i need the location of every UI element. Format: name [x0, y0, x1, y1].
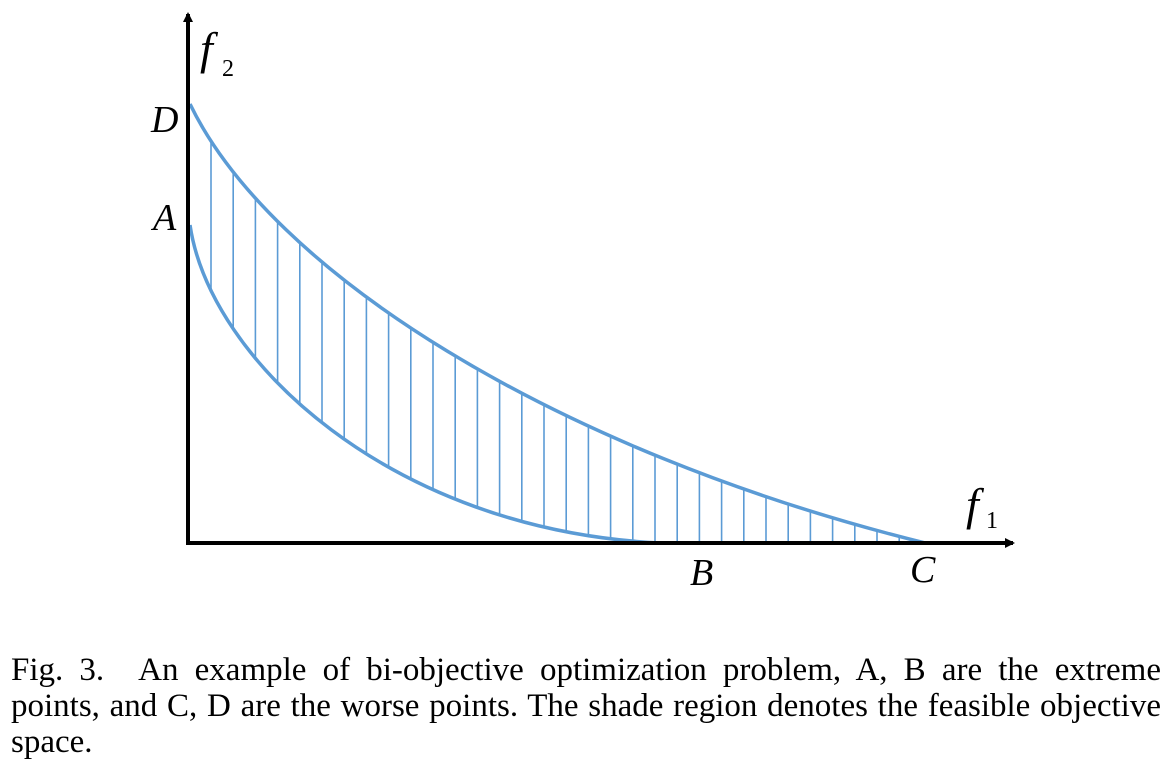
y-axis-subscript: 2: [222, 56, 234, 82]
x-axis-label: f: [966, 479, 985, 530]
y-axis-label: f: [200, 23, 219, 74]
caption-text: An example of bi-objective optimization …: [11, 652, 1161, 760]
figure-caption: Fig. 3. An example of bi-objective optimi…: [11, 652, 1161, 760]
worse-boundary-curve-dc: [188, 103, 926, 545]
point-label-c: C: [910, 549, 936, 591]
pareto-front-curve-ab: [188, 224, 661, 545]
x-axis-subscript: 1: [986, 508, 998, 534]
point-label-a: A: [150, 197, 177, 239]
bi-objective-diagram: f 2 f 1 D A B C: [150, 12, 1015, 594]
point-label-b: B: [690, 552, 713, 594]
point-label-d: D: [150, 99, 178, 141]
feasible-region-hatching: [210, 141, 901, 543]
figure-number: Fig. 3.: [11, 652, 105, 688]
